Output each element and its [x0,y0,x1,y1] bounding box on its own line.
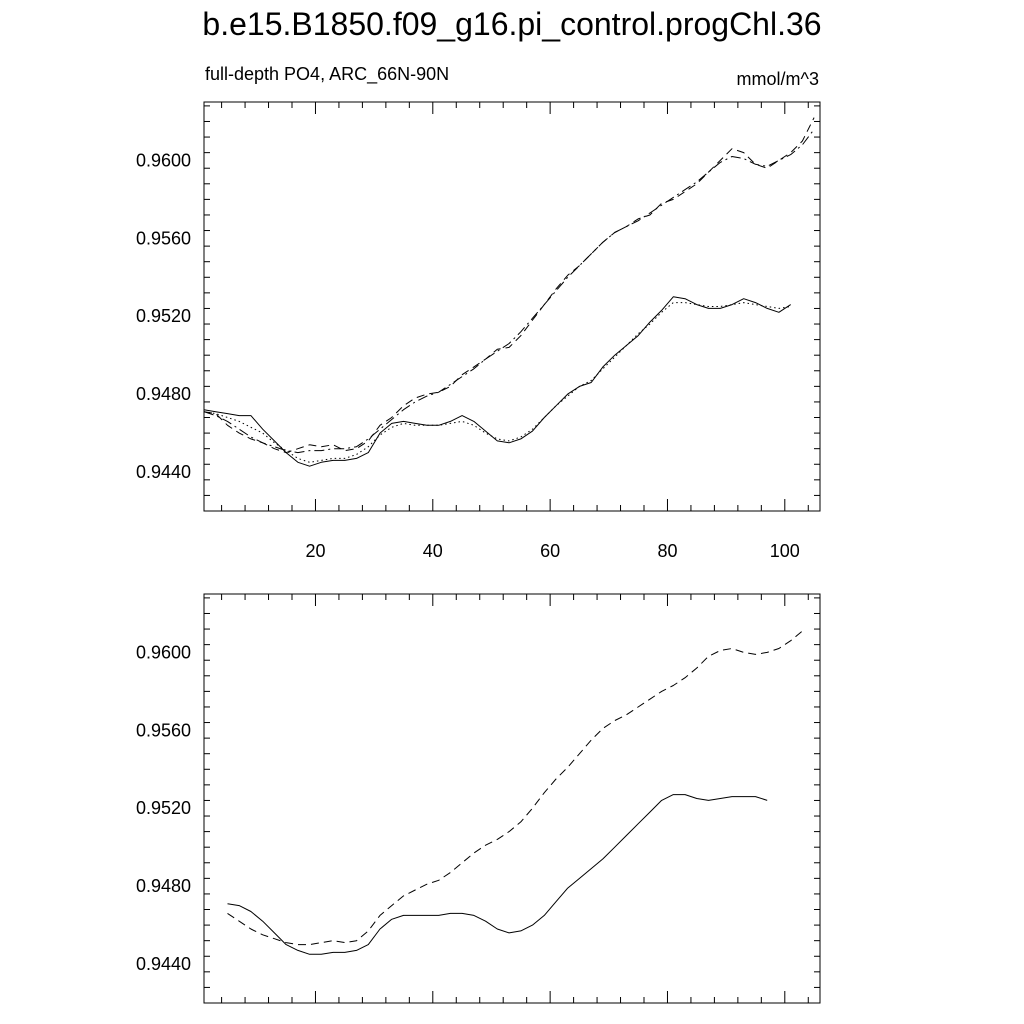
top-panel: 0.9440 0.9480 0.9520 0.9560 0.9600 20 40 60 80 10… [136,101,821,561]
y-tick-label: 0.9520 [136,306,191,326]
y-tick-label: 0.9520 [136,798,191,818]
y-tick-label: 0.9480 [136,384,191,404]
top-panel-units-label: mmol/m^3 [736,69,819,89]
x-tick-label: 80 [657,541,677,561]
plot-frame [203,101,821,512]
y-tick-label: 0.9480 [136,876,191,896]
x-tick-label: 100 [770,541,800,561]
x-tick-label: 60 [540,541,560,561]
y-tick-label: 0.9600 [136,642,191,662]
plot-frame [203,593,821,1004]
y-tick-label: 0.9440 [136,462,191,482]
y-tick-label: 0.9560 [136,720,191,740]
y-tick-label: 0.9600 [136,150,191,170]
x-tick-label: 20 [305,541,325,561]
figure-title: b.e15.B1850.f09_g16.pi_control.progChl.3… [202,6,822,42]
series-line-dotted [203,302,791,463]
series-line-dashdot [203,128,815,454]
x-tick-label: 40 [423,541,443,561]
series-line-dashed [203,117,815,454]
top-panel-variable-label: full-depth PO4, ARC_66N-90N [205,64,450,84]
series-line-dashed [227,630,803,946]
y-tick-label: 0.9440 [136,954,191,974]
series-line-solid [203,296,791,467]
y-tick-label: 0.9560 [136,228,191,248]
series-line-solid [227,794,768,955]
bottom-panel: 0.9440 0.9480 0.9520 0.9560 0.9600 [136,593,821,1004]
